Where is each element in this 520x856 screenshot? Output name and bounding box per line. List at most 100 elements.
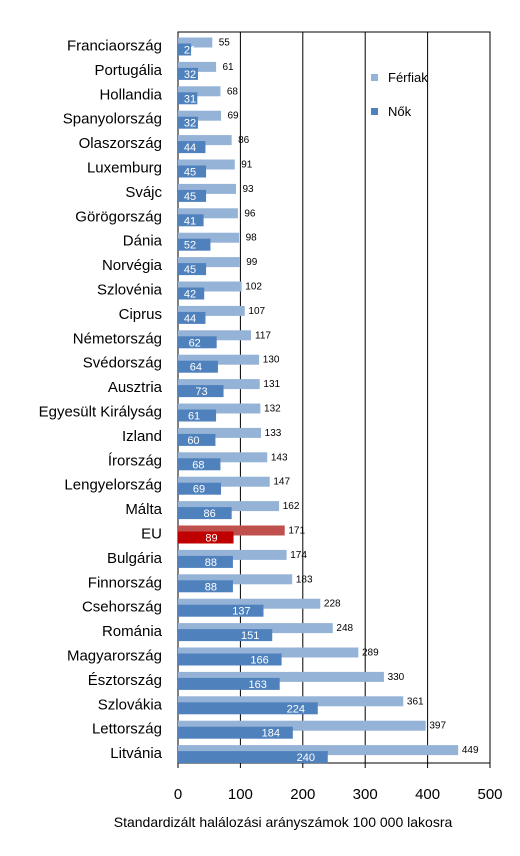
bar-women	[178, 116, 198, 129]
data-label-men: 147	[273, 477, 290, 488]
data-label-men: 330	[388, 672, 405, 683]
category-label: Németország	[73, 330, 162, 347]
category-label: Franciaország	[67, 38, 162, 55]
data-label-women: 73	[195, 386, 207, 398]
data-label-women: 45	[184, 167, 196, 179]
category-label: Szlovákia	[98, 696, 163, 713]
data-label-women: 41	[184, 215, 196, 227]
data-label-men: 130	[263, 355, 280, 366]
data-label-women: 52	[184, 240, 196, 252]
bar-women	[178, 677, 280, 690]
bar-women	[178, 141, 206, 154]
bar-men	[178, 598, 321, 609]
bar-men	[178, 183, 237, 194]
bar-men	[178, 330, 252, 341]
bar-men	[178, 37, 213, 48]
category-label: Portugália	[94, 62, 162, 79]
data-label-men: 248	[336, 623, 353, 634]
x-tick-label: 100	[228, 786, 253, 803]
category-label: Finnország	[88, 574, 162, 591]
data-label-women: 32	[184, 118, 196, 130]
data-label-men: 133	[265, 428, 282, 439]
legend-swatch-women	[371, 108, 378, 115]
category-label: Románia	[102, 623, 163, 640]
data-label-men: 93	[242, 184, 254, 195]
category-label: Egyesült Királyság	[39, 404, 162, 421]
data-label-women: 31	[184, 93, 196, 105]
data-label-men: 61	[223, 62, 235, 73]
category-label: Csehország	[82, 599, 162, 616]
bar-men	[178, 159, 235, 170]
data-label-women: 69	[193, 484, 205, 496]
data-label-women: 166	[250, 655, 268, 667]
bar-women	[178, 263, 207, 276]
bars: 55 21 61 32 68 31 69 32 86 44 91 45 93 45 96 41 98 52 99 45…	[178, 37, 479, 764]
bar-women	[178, 287, 205, 300]
bar-women	[178, 653, 282, 666]
category-label: Lengyelország	[64, 477, 162, 494]
bar-women	[178, 726, 293, 739]
bar-men	[178, 110, 222, 121]
bar-men	[178, 305, 245, 316]
bar-women	[178, 482, 222, 495]
bar-men	[178, 476, 270, 487]
bar-men	[178, 379, 260, 390]
bar-women	[178, 629, 273, 642]
category-label: Magyarország	[67, 648, 162, 665]
data-label-women: 184	[262, 728, 280, 740]
bar-women	[178, 385, 224, 398]
data-label-men: 289	[362, 648, 379, 659]
gridlines	[177, 31, 491, 764]
bar-men	[178, 501, 280, 512]
category-label: Dánia	[123, 233, 163, 250]
bar-men	[178, 452, 268, 463]
data-label-men: 183	[296, 574, 313, 585]
data-label-women: 45	[184, 264, 196, 276]
category-label: Luxemburg	[87, 160, 162, 177]
data-label-women: 45	[184, 191, 196, 203]
x-tick-label: 200	[290, 786, 315, 803]
data-label-men: 107	[248, 306, 265, 317]
data-label-women: 88	[205, 557, 217, 569]
bar-men	[178, 745, 459, 756]
data-label-women: 68	[192, 459, 204, 471]
bar-men	[178, 574, 293, 585]
data-label-men: 397	[429, 721, 446, 732]
data-label-men: 228	[324, 599, 341, 610]
data-label-women: 44	[184, 313, 196, 325]
x-tick-label: 500	[477, 786, 502, 803]
legend-swatch-men	[371, 74, 378, 81]
category-label: Málta	[125, 501, 162, 518]
data-label-men: 162	[283, 501, 300, 512]
data-label-men: 171	[288, 526, 305, 537]
data-label-women: 32	[184, 69, 196, 81]
category-label: Svájc	[125, 184, 162, 201]
bar-women	[178, 580, 233, 593]
category-label: Hollandia	[99, 86, 162, 103]
bar-women	[178, 555, 233, 568]
bar-men	[178, 623, 333, 634]
bar-women	[178, 531, 234, 544]
bar-men	[178, 525, 285, 536]
bar-women	[178, 336, 217, 349]
bar-men	[178, 257, 240, 268]
data-label-women: 151	[241, 630, 259, 642]
category-label: Svédország	[83, 355, 162, 372]
bar-women	[178, 189, 207, 202]
bar-women	[178, 165, 207, 178]
data-label-men: 102	[245, 282, 262, 293]
category-label: Izland	[122, 428, 162, 445]
legend-label-men: Férfiak	[388, 70, 428, 85]
category-labels: Franciaország Portugália Hollandia Spanyolo…	[39, 38, 163, 763]
bar-women	[178, 238, 211, 251]
category-label: Norvégia	[102, 257, 163, 274]
legend: Férfiak Nők	[371, 70, 428, 119]
data-label-women: 86	[204, 508, 216, 520]
bar-women	[178, 507, 232, 520]
bar-men	[178, 427, 261, 438]
data-label-men: 69	[227, 111, 239, 122]
bar-women	[178, 92, 198, 105]
bar-women	[178, 409, 217, 422]
bar-men	[178, 354, 260, 365]
